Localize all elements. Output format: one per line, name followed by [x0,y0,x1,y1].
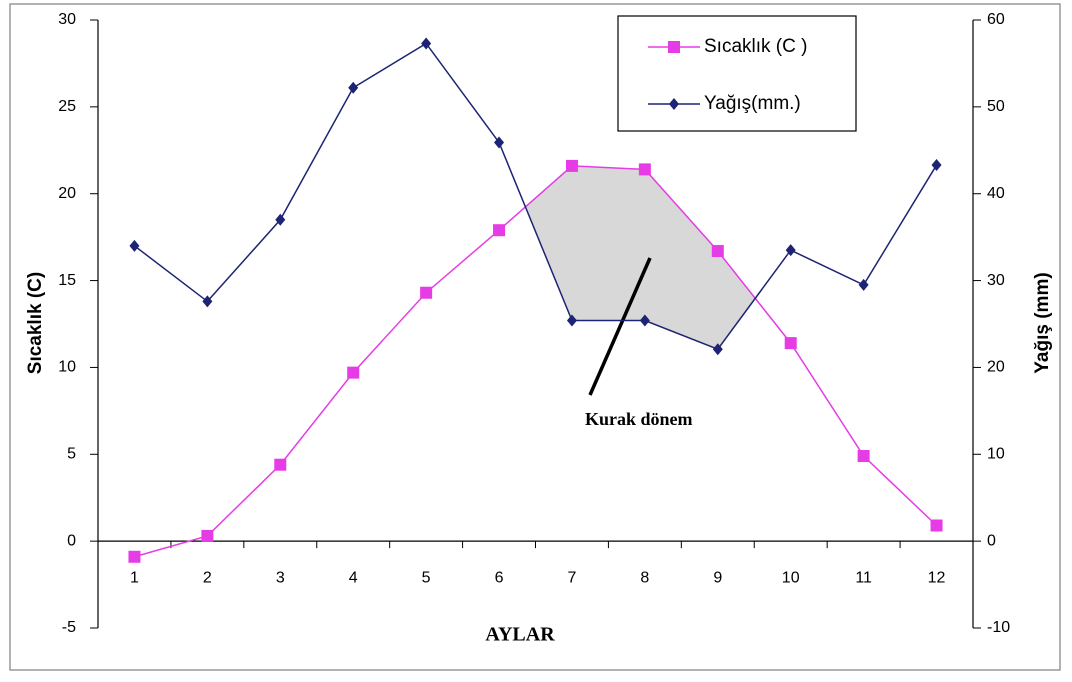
data-point [128,550,141,563]
x-tick-label: 2 [203,569,212,586]
data-point [202,295,213,308]
data-point [638,163,651,176]
data-point [347,366,360,379]
series-line [134,42,938,351]
data-point [858,278,869,291]
y2-tick-label: 30 [987,272,1005,289]
y-tick-label: 0 [67,532,76,549]
x-tick-label: 9 [713,569,722,586]
x-tick-label: 10 [782,569,800,586]
data-point [931,159,942,172]
data-point [785,244,796,257]
y-tick-label: -5 [62,619,76,636]
x-tick-label: 11 [855,569,872,586]
legend-marker [668,41,680,53]
x-tick-label: 6 [495,569,504,586]
x-tick-label: 3 [276,569,285,586]
data-point [566,314,577,327]
y-tick-label: 10 [58,359,76,376]
data-point [711,245,724,258]
x-tick-label: 1 [130,569,139,586]
x-tick-label: 5 [422,569,431,586]
data-point [784,337,797,350]
data-point [348,81,359,94]
data-point [275,213,286,226]
y2-tick-label: -10 [987,619,1010,636]
x-tick-label: 7 [568,569,577,586]
annotation: Kurak dönem [585,409,693,429]
x-axis-label: AYLAR [485,624,555,646]
dry-period-area [525,165,756,350]
legend-label: Yağış(mm.) [704,93,801,114]
legend-label: Sıcaklık (C ) [704,36,807,57]
annotation-pointer [588,257,652,396]
data-point [857,450,870,463]
y2-tick-label: 60 [987,11,1005,28]
y2-tick-label: 20 [987,359,1005,376]
x-tick-label: 4 [349,569,358,586]
y-tick-label: 20 [58,185,76,202]
data-point [274,458,287,471]
x-tick-label: 12 [928,569,946,586]
data-point [493,224,506,237]
y-axis-label: Sıcaklık (C) [25,272,46,374]
frame [9,3,1061,671]
y2-tick-label: 40 [987,185,1005,202]
legend [617,15,857,132]
data-point [421,37,432,50]
y2-tick-label: 50 [987,98,1005,115]
data-point [129,239,140,252]
data-point [639,314,650,327]
y2-tick-label: 10 [987,446,1005,463]
y2-tick-label: 0 [987,532,996,549]
y-tick-label: 30 [58,11,76,28]
data-point [712,343,723,356]
y2-axis-label: Yağış (mm) [1032,272,1053,373]
data-point [494,136,505,149]
data-point [201,529,214,542]
data-point [420,286,433,299]
legend-marker [669,98,679,110]
series-line [134,165,938,558]
y-tick-label: 25 [58,98,76,115]
data-point [930,519,943,532]
x-tick-label: 8 [640,569,649,586]
y-tick-label: 15 [58,272,76,289]
data-point [565,159,578,172]
y-tick-label: 5 [67,446,76,463]
